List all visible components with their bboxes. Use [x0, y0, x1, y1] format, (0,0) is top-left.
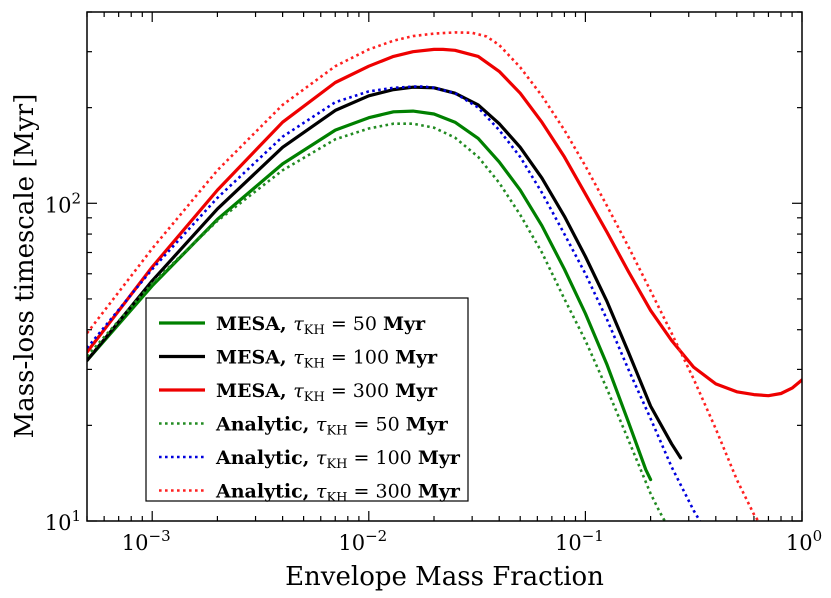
series-line-3	[87, 47, 802, 398]
plot-frame	[86, 11, 803, 522]
legend: MESA, τKH = 50 Myr MESA, τKH = 100 Myr MES…	[145, 297, 469, 506]
series-line-4	[87, 122, 667, 521]
legend-label-2: MESA, τKH = 100 Myr	[216, 347, 438, 372]
x-axis-label: Envelope Mass Fraction	[285, 562, 604, 592]
x-tick-label: 10−2	[338, 527, 387, 555]
x-tick-label: 10−1	[555, 527, 604, 555]
legend-label-3: MESA, τKH = 300 Myr	[216, 380, 438, 405]
series-line-2	[87, 85, 683, 460]
series-line-5	[87, 85, 702, 521]
series-line-1	[87, 109, 653, 482]
series-layer	[87, 31, 802, 521]
legend-label-5: Analytic, τKH = 100 Myr	[215, 447, 461, 472]
legend-label-6: Analytic, τKH = 300 Myr	[215, 481, 461, 506]
legend-label-1: MESA, τKH = 50 Myr	[216, 313, 426, 338]
y-tick-label: 101	[45, 507, 81, 535]
x-tick-label: 10−3	[122, 527, 171, 555]
x-tick-label: 100	[786, 527, 822, 555]
legend-box	[145, 297, 469, 502]
tick-labels-layer: 10−3 10−2 10−1 100 101 102	[45, 189, 822, 555]
legend-label-4: Analytic, τKH = 50 Myr	[215, 414, 449, 439]
y-tick-label: 102	[45, 189, 81, 217]
y-axis-label: Mass-loss timescale [Myr]	[10, 94, 40, 439]
series-line-6	[87, 31, 760, 521]
ticks-layer	[86, 11, 803, 522]
